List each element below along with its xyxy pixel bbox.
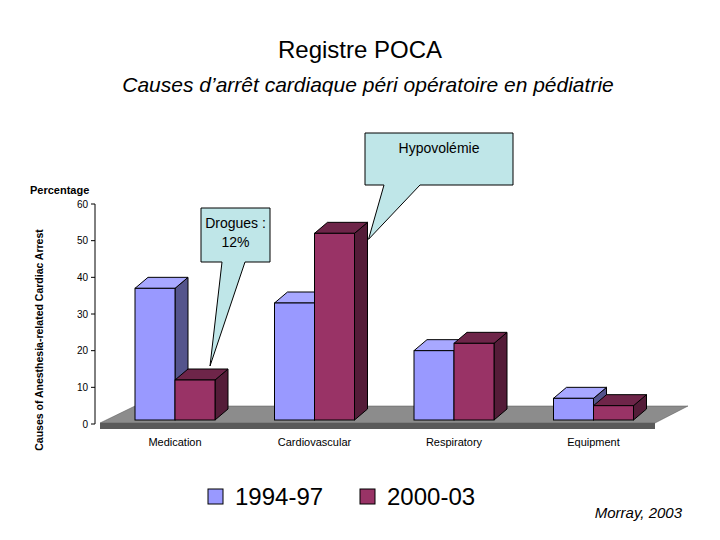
bar-3d [594,395,647,420]
y-tick [91,277,95,278]
stage: Registre POCA Causes d’arrêt cardiaque pé… [0,0,720,540]
y-tick-label: 40 [77,272,89,283]
bar-3d [175,369,228,420]
page: {"chart_data": {"type": "bar", "title": … [0,0,720,540]
bar-side [494,332,507,420]
y-tick-label: 0 [82,419,88,430]
bar [414,351,454,420]
y-unit: Percentage [30,184,89,196]
y-tick [91,240,95,241]
y-tick-label: 10 [77,382,89,393]
callout [365,133,513,239]
x-tick-label: Respiratory [426,436,483,448]
x-tick-label: Cardiovascular [278,436,352,448]
annotation-line: 12% [221,234,249,250]
legend-swatch [208,489,223,504]
bar [454,343,494,420]
y-tick [91,387,95,388]
annotation-line: Hypovolémie [399,140,480,156]
bar [275,303,315,420]
bar [315,233,355,420]
y-tick-label: 20 [77,345,89,356]
bar [175,380,215,420]
annotation: Hypovolémie [399,140,480,156]
y-tick-label: 30 [77,309,89,320]
bar-top [175,369,228,380]
y-tick-label: 50 [77,235,89,246]
floor-edge [100,423,655,429]
annotation-line: Drogues : [205,215,266,231]
bar-3d [315,222,368,420]
y-tick [91,204,95,205]
legend-swatch [360,489,375,504]
subtitle: Causes d’arrêt cardiaque péri opératoire… [122,73,613,96]
bar [554,398,594,420]
y-tick-label: 60 [77,199,89,210]
bar-top [135,277,188,288]
x-tick-label: Medication [148,436,201,448]
bar-3d [454,332,507,420]
bar [594,406,634,420]
y-tick [91,424,95,425]
callout [201,208,270,366]
chart: Registre POCA Causes d’arrêt cardiaque pé… [0,0,720,540]
bar [135,288,175,420]
bar-top [315,222,368,233]
y-tick [91,350,95,351]
legend-label: 1994-97 [235,483,323,510]
annotation: Drogues : 12% [205,215,266,250]
bar-top [454,332,507,343]
bar-side [355,222,368,420]
source: Morray, 2003 [595,504,683,521]
title: Registre POCA [278,36,442,63]
legend-label: 2000-03 [387,483,475,510]
y-tick [91,314,95,315]
bar-top [594,395,647,406]
bar-top [554,387,607,398]
y-label: Causes of Anesthesia-related Cardiac Arr… [33,229,45,451]
x-tick-label: Equipment [567,436,620,448]
